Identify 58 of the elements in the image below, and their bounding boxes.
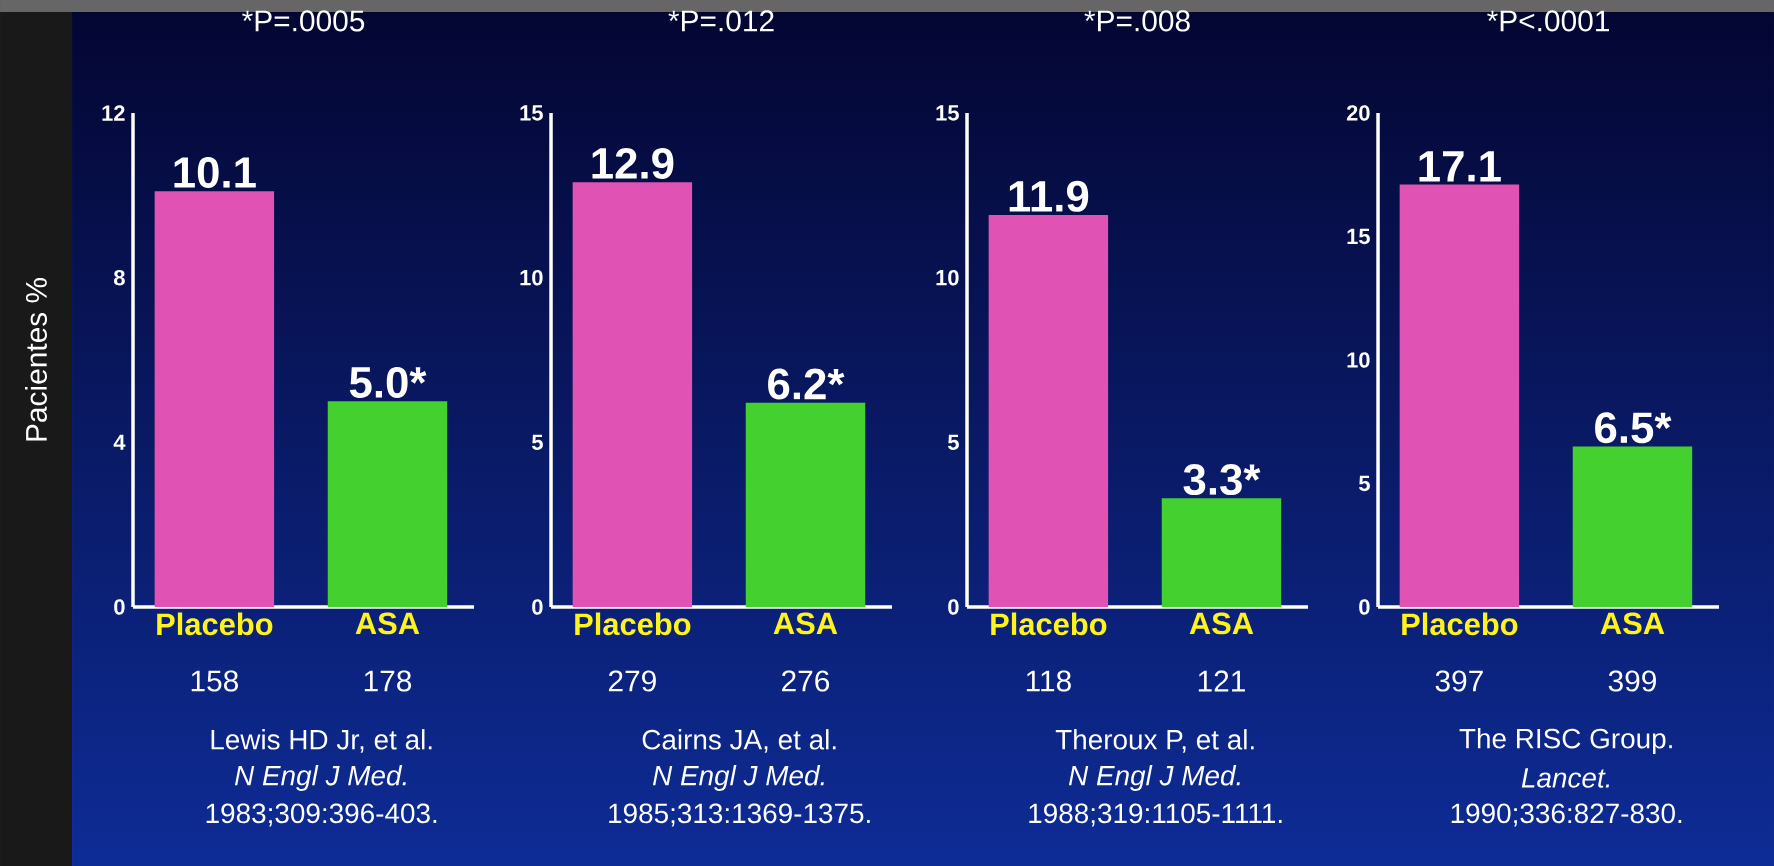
data-label: 3.3* xyxy=(1183,464,1261,496)
text: 121 xyxy=(1198,670,1245,692)
data-label: 6.2* xyxy=(768,368,845,400)
text: 1985;313:1369-1375. xyxy=(609,803,870,827)
data-label: 12.9 xyxy=(592,147,674,179)
y-tick-label: 10 xyxy=(1347,352,1370,368)
y-tick-label: 15 xyxy=(936,105,959,121)
text: 279 xyxy=(608,670,656,692)
y-tick-label: 15 xyxy=(520,105,543,121)
chart-title: *P=.012 xyxy=(668,10,774,32)
text: 397 xyxy=(1435,670,1483,692)
data-label: 5.0* xyxy=(349,366,427,398)
text: 276 xyxy=(782,670,830,692)
text: Cairns JA, et al. xyxy=(642,729,836,753)
y-tick-label: 20 xyxy=(1346,105,1370,121)
data-label: 11.9 xyxy=(1009,180,1089,212)
chart-title: *P<.0001 xyxy=(1487,10,1609,32)
y-tick-label: 5 xyxy=(531,434,543,450)
text: Lewis HD Jr, et al. xyxy=(211,729,432,753)
data-label: 6.5* xyxy=(1595,412,1672,444)
text: N Engl J Med. xyxy=(652,765,824,791)
x-tick-label: ASA xyxy=(1600,612,1665,635)
y-tick-label: 10 xyxy=(936,269,959,286)
y-axis-title: Pacientes % xyxy=(25,278,47,441)
x-tick-label: ASA xyxy=(355,612,420,635)
x-tick-label: Placebo xyxy=(157,612,273,636)
y-tick-label: 8 xyxy=(114,269,125,286)
text: 399 xyxy=(1608,670,1656,692)
y-tick-label: 5 xyxy=(947,434,959,450)
x-tick-label: Placebo xyxy=(1402,612,1518,636)
text: N Engl J Med. xyxy=(234,765,406,791)
x-tick-label: Placebo xyxy=(991,612,1107,636)
text: 1990;336:827-830. xyxy=(1451,803,1682,827)
y-tick-label: 5 xyxy=(1358,475,1370,492)
y-tick-label: 12 xyxy=(102,105,125,121)
text: 1988;319:1105-1111. xyxy=(1029,803,1282,827)
y-tick-label: 10 xyxy=(520,269,543,286)
text: The RISC Group. xyxy=(1459,728,1672,754)
text: 1983;309:396-403. xyxy=(206,803,437,827)
text: Lancet. xyxy=(1521,768,1610,788)
text: 178 xyxy=(364,670,412,692)
x-tick-label: Placebo xyxy=(575,612,691,636)
y-tick-label: 0 xyxy=(114,599,125,615)
data-label: 17.1 xyxy=(1419,151,1501,182)
text: 118 xyxy=(1026,670,1071,692)
y-tick-label: 4 xyxy=(113,434,126,450)
x-tick-label: ASA xyxy=(1189,612,1254,635)
chart-title: *P=.008 xyxy=(1084,10,1190,32)
y-tick-label: 0 xyxy=(1359,599,1370,615)
text: 158 xyxy=(191,670,238,692)
x-tick-label: ASA xyxy=(773,612,838,635)
data-label: 10.1 xyxy=(174,156,256,188)
y-tick-label: 0 xyxy=(948,599,959,615)
y-tick-label: 0 xyxy=(532,599,543,615)
text: N Engl J Med. xyxy=(1068,765,1240,791)
chart-title: *P=.0005 xyxy=(242,10,365,32)
text: Theroux P, et al. xyxy=(1055,729,1254,753)
y-tick-label: 15 xyxy=(1347,228,1370,245)
